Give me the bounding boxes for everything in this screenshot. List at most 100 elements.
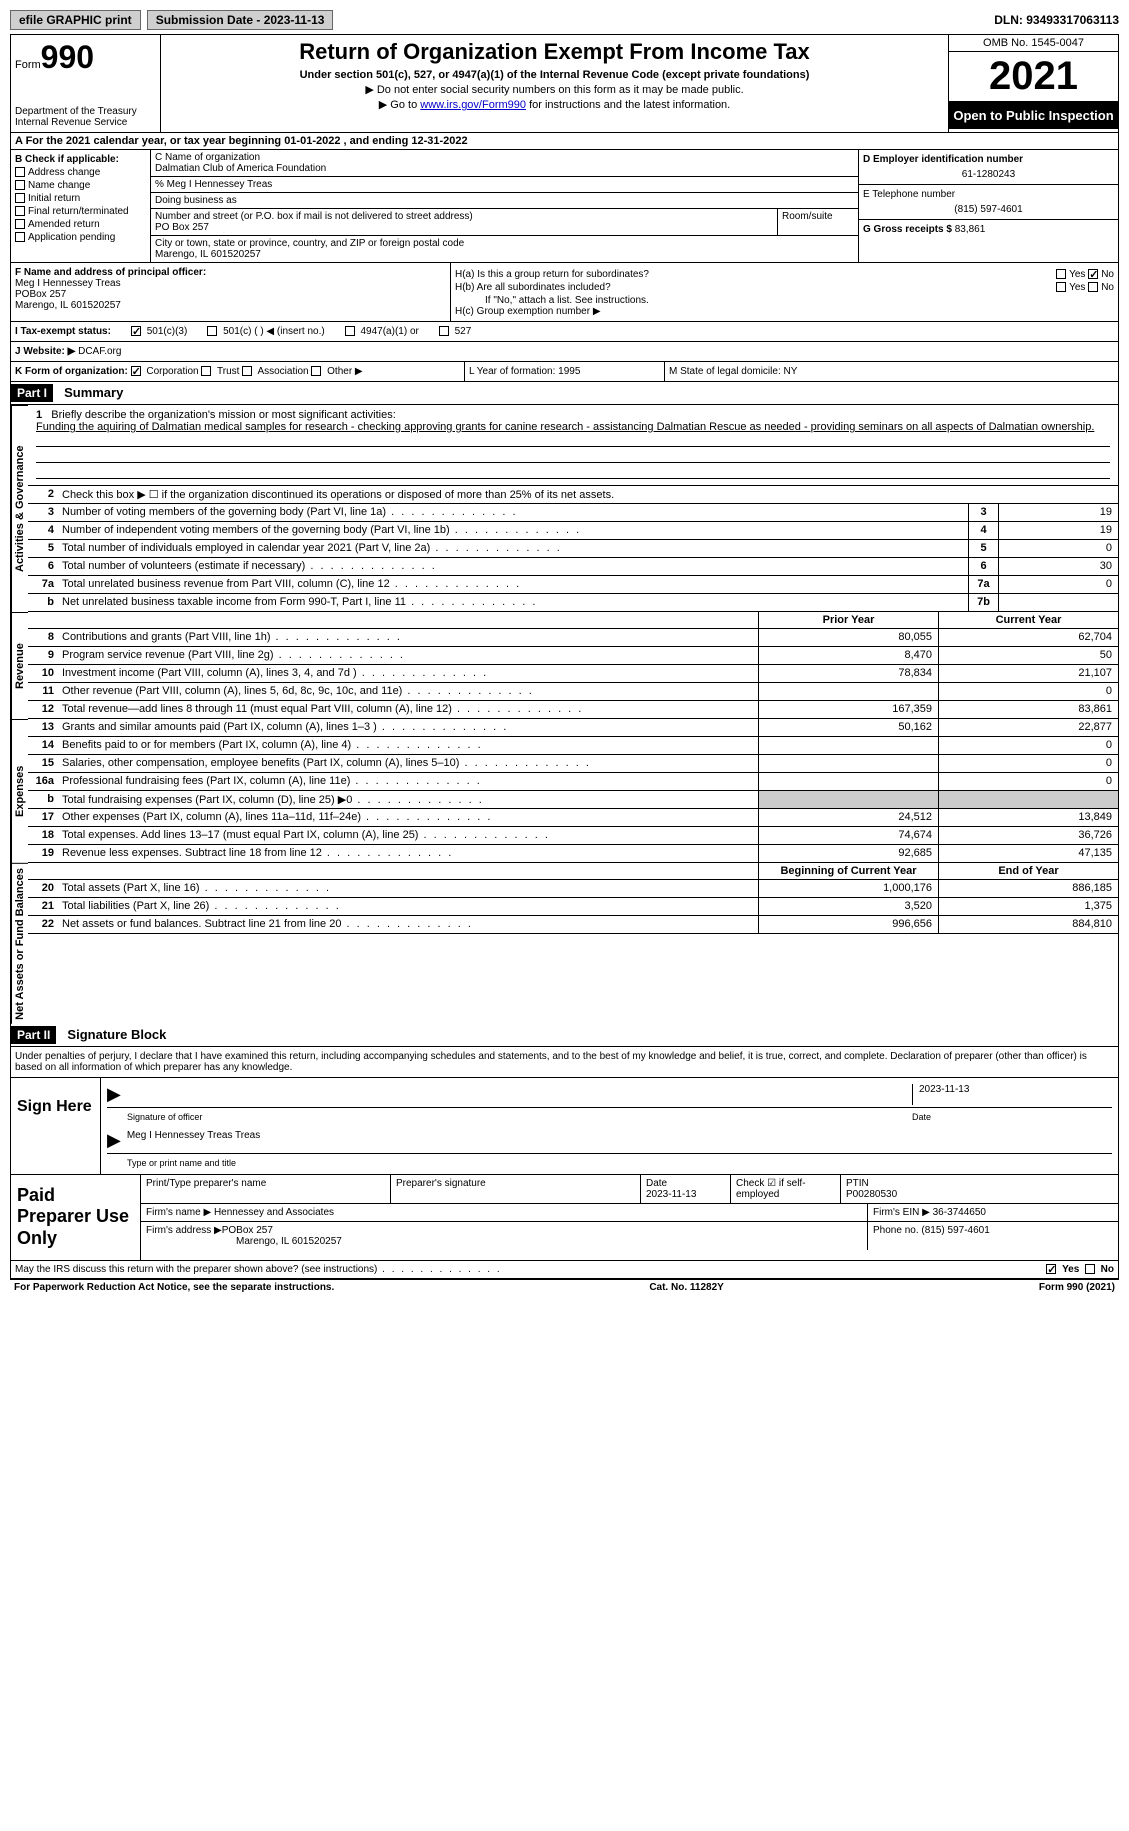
summary-net-assets: Net Assets or Fund Balances Beginning of… bbox=[11, 863, 1118, 1024]
amended-return-checkbox[interactable] bbox=[15, 219, 25, 229]
year-block: OMB No. 1545-0047 2021 Open to Public In… bbox=[948, 35, 1118, 132]
paid-preparer-label: Paid Preparer Use Only bbox=[11, 1175, 141, 1260]
irs-link[interactable]: www.irs.gov/Form990 bbox=[420, 99, 526, 111]
org-info-column: C Name of organization Dalmatian Club of… bbox=[151, 150, 858, 262]
summary-row: 14Benefits paid to or for members (Part … bbox=[28, 737, 1118, 755]
summary-row: 16aProfessional fundraising fees (Part I… bbox=[28, 773, 1118, 791]
form-title-block: Return of Organization Exempt From Incom… bbox=[161, 35, 948, 132]
form-id-block: Form990 Department of the Treasury Inter… bbox=[11, 35, 161, 132]
address-change-checkbox[interactable] bbox=[15, 167, 25, 177]
website-url: DCAF.org bbox=[78, 346, 121, 357]
form-number: 990 bbox=[41, 39, 94, 75]
assoc-checkbox[interactable] bbox=[242, 366, 252, 376]
main-info-grid: B Check if applicable: Address change Na… bbox=[11, 150, 1118, 263]
sig-arrow-icon: ▶ bbox=[107, 1084, 121, 1105]
ein-value: 61-1280243 bbox=[863, 169, 1114, 180]
dba-label: Doing business as bbox=[151, 193, 858, 209]
summary-row: 17Other expenses (Part IX, column (A), l… bbox=[28, 809, 1118, 827]
tax-year: 2021 bbox=[949, 52, 1118, 102]
org-form-row: K Form of organization: Corporation Trus… bbox=[11, 362, 1118, 382]
omb-number: OMB No. 1545-0047 bbox=[949, 35, 1118, 52]
initial-return-checkbox[interactable] bbox=[15, 193, 25, 203]
sign-here-block: Sign Here ▶ 2023-11-13 Signature of offi… bbox=[11, 1078, 1118, 1175]
perjury-declaration: Under penalties of perjury, I declare th… bbox=[11, 1047, 1118, 1078]
revenue-tab: Revenue bbox=[11, 612, 28, 719]
name-change-checkbox[interactable] bbox=[15, 180, 25, 190]
firm-phone: (815) 597-4601 bbox=[921, 1225, 989, 1236]
phone-value: (815) 597-4601 bbox=[863, 204, 1114, 215]
501c-checkbox[interactable] bbox=[207, 326, 217, 336]
501c3-checkbox[interactable] bbox=[131, 326, 141, 336]
ein-label: D Employer identification number bbox=[863, 154, 1114, 165]
final-return-checkbox[interactable] bbox=[15, 206, 25, 216]
discuss-yes-checkbox[interactable] bbox=[1046, 1264, 1056, 1274]
summary-expenses: Expenses 13Grants and similar amounts pa… bbox=[11, 719, 1118, 863]
summary-row: 15Salaries, other compensation, employee… bbox=[28, 755, 1118, 773]
website-note: ▶ Go to www.irs.gov/Form990 for instruct… bbox=[165, 98, 944, 111]
top-bar: efile GRAPHIC print Submission Date - 20… bbox=[10, 10, 1119, 30]
4947a1-checkbox[interactable] bbox=[345, 326, 355, 336]
ha-no-checkbox[interactable] bbox=[1088, 269, 1098, 279]
summary-activities: Activities & Governance 1 Briefly descri… bbox=[11, 405, 1118, 612]
mission-text: Funding the aquiring of Dalmatian medica… bbox=[36, 421, 1094, 433]
dln-label: DLN: 93493317063113 bbox=[994, 13, 1119, 27]
hb-yes-checkbox[interactable] bbox=[1056, 282, 1066, 292]
summary-row: 9Program service revenue (Part VIII, lin… bbox=[28, 647, 1118, 665]
summary-row: 3Number of voting members of the governi… bbox=[28, 504, 1118, 522]
summary-revenue: Revenue Prior Year Current Year 8Contrib… bbox=[11, 612, 1118, 719]
trust-checkbox[interactable] bbox=[201, 366, 211, 376]
net-assets-tab: Net Assets or Fund Balances bbox=[11, 863, 28, 1024]
summary-row: 12Total revenue—add lines 8 through 11 (… bbox=[28, 701, 1118, 719]
summary-row: 20Total assets (Part X, line 16)1,000,17… bbox=[28, 880, 1118, 898]
irs-label: Internal Revenue Service bbox=[15, 117, 156, 128]
summary-row: 7aTotal unrelated business revenue from … bbox=[28, 576, 1118, 594]
hb-no-checkbox[interactable] bbox=[1088, 282, 1098, 292]
part2-header: Part II Signature Block bbox=[11, 1024, 1118, 1047]
city-state-zip: Marengo, IL 601520257 bbox=[155, 249, 854, 260]
ptin-value: P00280530 bbox=[846, 1189, 897, 1200]
dept-label: Department of the Treasury bbox=[15, 106, 156, 117]
corp-checkbox[interactable] bbox=[131, 366, 141, 376]
officer-group-row: F Name and address of principal officer:… bbox=[11, 263, 1118, 322]
phone-label: E Telephone number bbox=[863, 189, 1114, 200]
app-pending-checkbox[interactable] bbox=[15, 232, 25, 242]
sign-here-label: Sign Here bbox=[11, 1078, 101, 1174]
submission-date-button[interactable]: Submission Date - 2023-11-13 bbox=[147, 10, 334, 30]
firm-ein: 36-3744650 bbox=[933, 1207, 986, 1218]
summary-row: 10Investment income (Part VIII, column (… bbox=[28, 665, 1118, 683]
other-checkbox[interactable] bbox=[311, 366, 321, 376]
suite-label: Room/suite bbox=[778, 209, 858, 235]
website-row: J Website: ▶ DCAF.org bbox=[11, 342, 1118, 362]
care-of: % Meg I Hennessey Treas bbox=[151, 177, 858, 193]
checkbox-column: B Check if applicable: Address change Na… bbox=[11, 150, 151, 262]
paid-preparer-block: Paid Preparer Use Only Print/Type prepar… bbox=[11, 1175, 1118, 1261]
group-return-block: H(a) Is this a group return for subordin… bbox=[451, 263, 1118, 321]
527-checkbox[interactable] bbox=[439, 326, 449, 336]
firm-name: Hennessey and Associates bbox=[214, 1207, 334, 1218]
mission-block: 1 Briefly describe the organization's mi… bbox=[28, 405, 1118, 486]
form-subtitle: Under section 501(c), 527, or 4947(a)(1)… bbox=[165, 69, 944, 81]
summary-row: 11Other revenue (Part VIII, column (A), … bbox=[28, 683, 1118, 701]
firm-addr1: POBox 257 bbox=[222, 1225, 273, 1236]
discuss-no-checkbox[interactable] bbox=[1085, 1264, 1095, 1274]
public-inspection-label: Open to Public Inspection bbox=[949, 102, 1118, 129]
gross-receipts-label: G Gross receipts $ bbox=[863, 224, 952, 235]
summary-row: bNet unrelated business taxable income f… bbox=[28, 594, 1118, 612]
activities-tab: Activities & Governance bbox=[11, 405, 28, 612]
year-formation: L Year of formation: 1995 bbox=[465, 362, 665, 381]
efile-button[interactable]: efile GRAPHIC print bbox=[10, 10, 141, 30]
officer-name: Meg I Hennessey Treas Treas bbox=[127, 1130, 260, 1151]
summary-row: 6Total number of volunteers (estimate if… bbox=[28, 558, 1118, 576]
org-name: Dalmatian Club of America Foundation bbox=[155, 163, 854, 174]
summary-row: 18Total expenses. Add lines 13–17 (must … bbox=[28, 827, 1118, 845]
tax-exempt-status-row: I Tax-exempt status: 501(c)(3) 501(c) ( … bbox=[11, 322, 1118, 342]
summary-row: 5Total number of individuals employed in… bbox=[28, 540, 1118, 558]
ha-yes-checkbox[interactable] bbox=[1056, 269, 1066, 279]
form-title: Return of Organization Exempt From Incom… bbox=[165, 39, 944, 65]
summary-row: 21Total liabilities (Part X, line 26)3,5… bbox=[28, 898, 1118, 916]
summary-row: 8Contributions and grants (Part VIII, li… bbox=[28, 629, 1118, 647]
street-label: Number and street (or P.O. box if mail i… bbox=[155, 211, 773, 222]
summary-row: 22Net assets or fund balances. Subtract … bbox=[28, 916, 1118, 934]
summary-row: 19Revenue less expenses. Subtract line 1… bbox=[28, 845, 1118, 863]
sig-date: 2023-11-13 bbox=[912, 1084, 1112, 1105]
